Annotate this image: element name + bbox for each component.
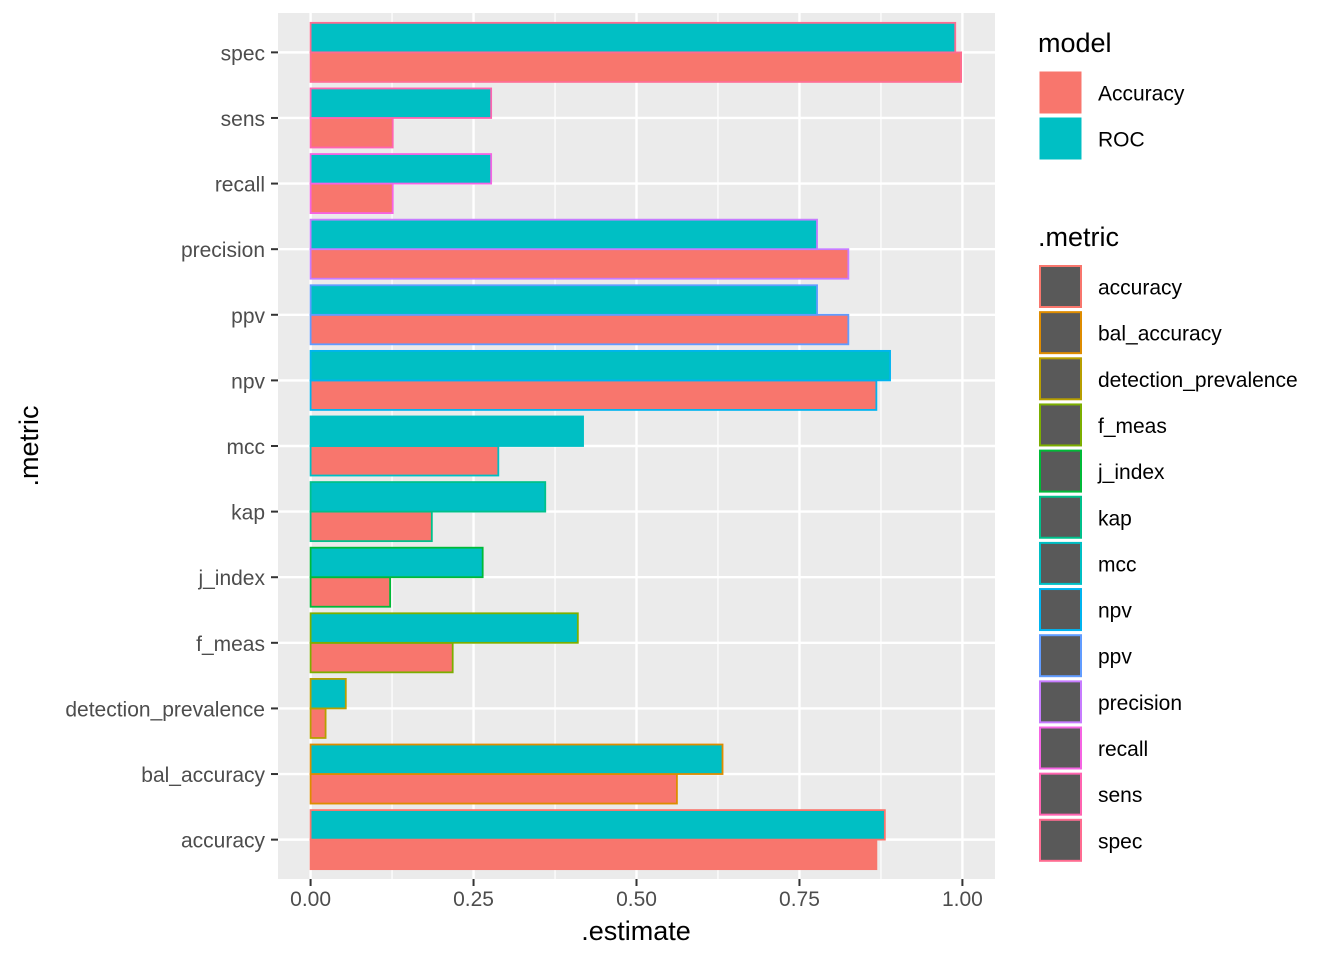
legend-key-precision [1039,680,1082,724]
legend-key-bal_accuracy [1039,311,1082,355]
legend-label: npv [1098,600,1132,623]
bar-accuracy-accuracy [309,838,878,871]
legend-label: j_index [1097,461,1165,484]
y-tick-label: precision [181,239,265,262]
y-tick-label: kap [231,502,265,525]
legend-key-npv [1039,588,1082,632]
bar-detection_prevalence-accuracy [309,707,327,739]
bar-j_index-accuracy [309,576,392,608]
bar-precision-roc [309,218,818,251]
axes-layer: accuracy bal_accuracy detection_prevalence… [65,42,983,911]
legend-label: f_meas [1098,415,1167,438]
bar-spec-roc [309,21,957,54]
x-tick-label: 1.00 [942,888,983,911]
x-tick-label: 0.50 [616,888,657,911]
legend-label: Accuracy [1098,83,1185,106]
bar-spec-accuracy [309,51,963,83]
legend-label: ppv [1098,646,1132,669]
x-tick-label: 0.00 [290,888,331,911]
bar-f_meas-accuracy [309,641,454,674]
legend-key-ppv [1039,634,1082,678]
bar-npv-accuracy [309,379,878,411]
x-tick-label: 0.25 [453,888,494,911]
bar-detection_prevalence-roc [309,678,347,710]
y-tick-label: mcc [227,436,266,459]
y-tick-label: spec [221,42,265,65]
legend-label: mcc [1098,553,1137,576]
bar-npv-roc [309,349,891,382]
legend-label: detection_prevalence [1098,369,1298,392]
legend-label: recall [1098,738,1148,761]
legend-key-mcc [1039,541,1082,585]
y-tick-label: npv [231,370,265,393]
legend-label: bal_accuracy [1098,323,1222,346]
y-tick-label: ppv [231,305,265,328]
legend-key-detection_prevalence [1039,357,1082,401]
legend-key-kap [1039,495,1082,539]
bar-sens-roc [309,87,493,119]
bar-recall-roc [309,153,493,185]
legend-label: accuracy [1098,277,1183,300]
bar-kap-accuracy [309,510,433,543]
y-tick-label: j_index [197,567,265,590]
legend-key-j_index [1039,449,1082,493]
y-tick-label: detection_prevalence [65,698,265,721]
bar-mcc-accuracy [309,445,500,477]
y-axis-title: .metric [14,406,44,487]
legend-key-sens [1039,772,1082,816]
y-tick-label: f_meas [196,633,265,656]
legend: model Accuracy ROC .metric accuracy bal_accur… [1038,28,1298,862]
bar-bal_accuracy-accuracy [309,773,678,805]
legend-label: spec [1098,830,1142,853]
x-tick-label: 0.75 [779,888,820,911]
legend-key-spec [1039,818,1082,862]
legend-title-metric: .metric [1038,222,1119,252]
y-tick-label: recall [215,174,265,197]
bar-ppv-accuracy [309,313,850,346]
bar-sens-accuracy [309,117,394,149]
legend-key-accuracy [1039,265,1082,308]
x-axis-title: .estimate [581,916,691,946]
bar-kap-roc [309,481,547,513]
bar-mcc-roc [309,415,584,447]
legend-label: kap [1098,507,1132,530]
legend-label: precision [1098,692,1182,715]
bar-bal_accuracy-roc [309,743,724,775]
bar-j_index-roc [309,546,484,579]
bar-recall-accuracy [309,182,394,214]
bar-ppv-roc [309,284,818,316]
legend-key-roc [1038,116,1083,161]
y-tick-label: sens [221,108,265,131]
legend-key-accuracy [1038,70,1083,115]
legend-key-f_meas [1039,403,1082,447]
legend-title-model: model [1038,28,1112,58]
bar-accuracy-roc [309,809,886,841]
legend-key-recall [1039,726,1082,770]
bar-precision-accuracy [309,248,850,280]
bar-f_meas-roc [309,612,579,644]
y-tick-label: accuracy [181,830,266,853]
bars-layer [309,21,963,871]
y-tick-label: bal_accuracy [141,764,265,787]
legend-label: ROC [1098,129,1145,152]
legend-label: sens [1098,784,1142,807]
